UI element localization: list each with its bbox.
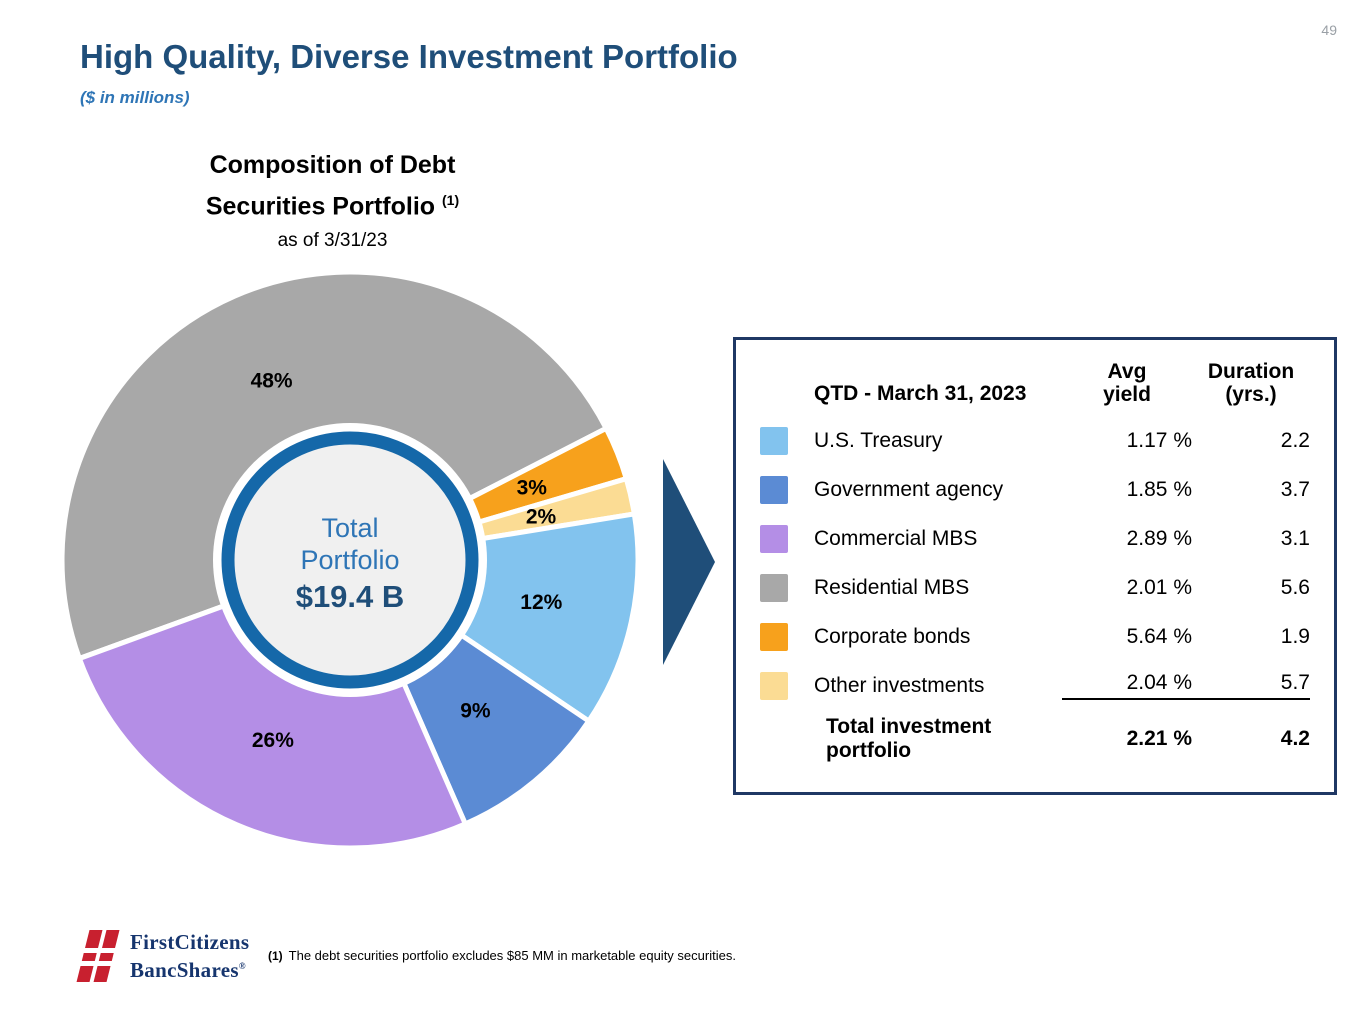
total-avg-yield-value: 2.21 % [1126, 727, 1192, 750]
table-row-government-agency: Government agency 1.85 % 3.7 [760, 465, 1310, 514]
pie-percent-labels: 48% 3% 2% 12% 9% 26% [251, 370, 563, 753]
pie-percent-label-residential-mbs: 48% [251, 370, 293, 393]
pie-percent-label-government-agency: 9% [460, 700, 491, 723]
avg-yield-value: 1.17 % [1126, 428, 1192, 452]
pie-chart: 48% 3% 2% 12% 9% 26% Total Portfolio $19.4 B [59, 269, 641, 851]
avg-yield-value: 1.85 % [1126, 477, 1192, 501]
footnote-marker: (1) [268, 949, 283, 963]
table-header-row: QTD - March 31, 2023 Avg yield Duration … [760, 360, 1310, 416]
row-label: Residential MBS [814, 575, 970, 599]
total-row-label: Total investment portfolio [826, 715, 992, 762]
duration-value: 5.6 [1280, 575, 1310, 599]
avg-yield-value: 2.04 % [1062, 671, 1192, 700]
footnote-text: The debt securities portfolio excludes $… [288, 948, 736, 963]
chart-title-line2-text: Securities Portfolio [205, 192, 436, 221]
chart-as-of-date: as of 3/31/23 [277, 230, 388, 252]
page-title: High Quality, Diverse Investment Portfol… [80, 38, 738, 75]
header-yield: yield [1103, 383, 1151, 406]
legend-swatch-government-agency [760, 475, 788, 504]
avg-yield-value: 5.64 % [1126, 624, 1192, 648]
pie-percent-label-commercial-mbs: 26% [252, 729, 294, 752]
pie-percent-label-u-s-treasury: 12% [520, 591, 562, 614]
right-arrow-icon [663, 459, 715, 665]
row-label: U.S. Treasury [814, 428, 943, 452]
legend-swatch-other-investments [760, 671, 788, 700]
duration-value: 1.9 [1280, 624, 1310, 648]
table-body: U.S. Treasury 1.17 % 2.2 Government agency 1… [760, 416, 1310, 710]
donut-hole-ring [221, 431, 479, 689]
center-label-line1: Total [321, 513, 378, 543]
legend-swatch-u-s-treasury [760, 426, 788, 455]
table-row-other-investments: Other investments 2.04 % 5.7 [760, 661, 1310, 710]
table-total-row: Total investment portfolio 2.21 % 4.2 [760, 714, 1310, 764]
logo-line2: BancShares [130, 958, 239, 982]
table-header-qtd: QTD - March 31, 2023 [814, 382, 1027, 405]
table-row-corporate-bonds: Corporate bonds 5.64 % 1.9 [760, 612, 1310, 661]
firstcitizens-logo-icon [68, 930, 120, 982]
registered-mark: ® [238, 961, 246, 971]
footnote-reference: (1) [442, 192, 460, 208]
chart-title-line1: Composition of Debt [209, 151, 456, 179]
page-number: 49 [1321, 22, 1337, 38]
table-row-commercial-mbs: Commercial MBS 2.89 % 3.1 [760, 514, 1310, 563]
firstcitizens-logo: FirstCitizens BancShares® [66, 928, 249, 984]
footnote: (1) The debt securities portfolio exclude… [268, 948, 736, 963]
header-yrs: (yrs.) [1225, 383, 1277, 406]
table-row-residential-mbs: Residential MBS 2.01 % 5.6 [760, 563, 1310, 612]
page-subtitle: ($ in millions) [80, 88, 190, 107]
logo-wordmark: FirstCitizens BancShares® [130, 930, 249, 982]
header-avg: Avg [1107, 360, 1147, 383]
table-row-u-s-treasury: U.S. Treasury 1.17 % 2.2 [760, 416, 1310, 465]
duration-value: 2.2 [1280, 428, 1310, 452]
avg-yield-value: 2.01 % [1126, 575, 1192, 599]
row-label: Other investments [814, 673, 985, 697]
table-header-avg-yield: Avg yield [1062, 360, 1192, 406]
row-label: Corporate bonds [814, 624, 971, 648]
header-duration: Duration [1207, 360, 1295, 383]
center-total-value: $19.4 B [296, 579, 405, 614]
pie-percent-label-other-investments: 2% [526, 506, 557, 529]
total-duration-value: 4.2 [1280, 727, 1310, 750]
row-label: Government agency [814, 477, 1004, 501]
legend-swatch-residential-mbs [760, 573, 788, 602]
chart-title-line2: Securities Portfolio (1) [125, 183, 540, 224]
logo-line1: FirstCitizens [130, 930, 250, 954]
duration-value: 5.7 [1192, 671, 1310, 700]
center-label-line2: Portfolio [300, 545, 399, 575]
legend-swatch-commercial-mbs [760, 524, 788, 553]
legend-swatch-corporate-bonds [760, 622, 788, 651]
logo-line2-wrap: BancShares® [130, 954, 249, 982]
avg-yield-value: 2.89 % [1126, 526, 1192, 550]
duration-value: 3.1 [1280, 526, 1310, 550]
table-header-duration: Duration (yrs.) [1192, 360, 1310, 406]
row-label: Commercial MBS [814, 526, 978, 550]
duration-value: 3.7 [1280, 477, 1310, 501]
pie-percent-label-corporate-bonds: 3% [517, 476, 548, 499]
chart-title-block: Composition of Debt Securities Portfolio… [125, 148, 540, 252]
yield-duration-table: QTD - March 31, 2023 Avg yield Duration … [733, 337, 1337, 795]
